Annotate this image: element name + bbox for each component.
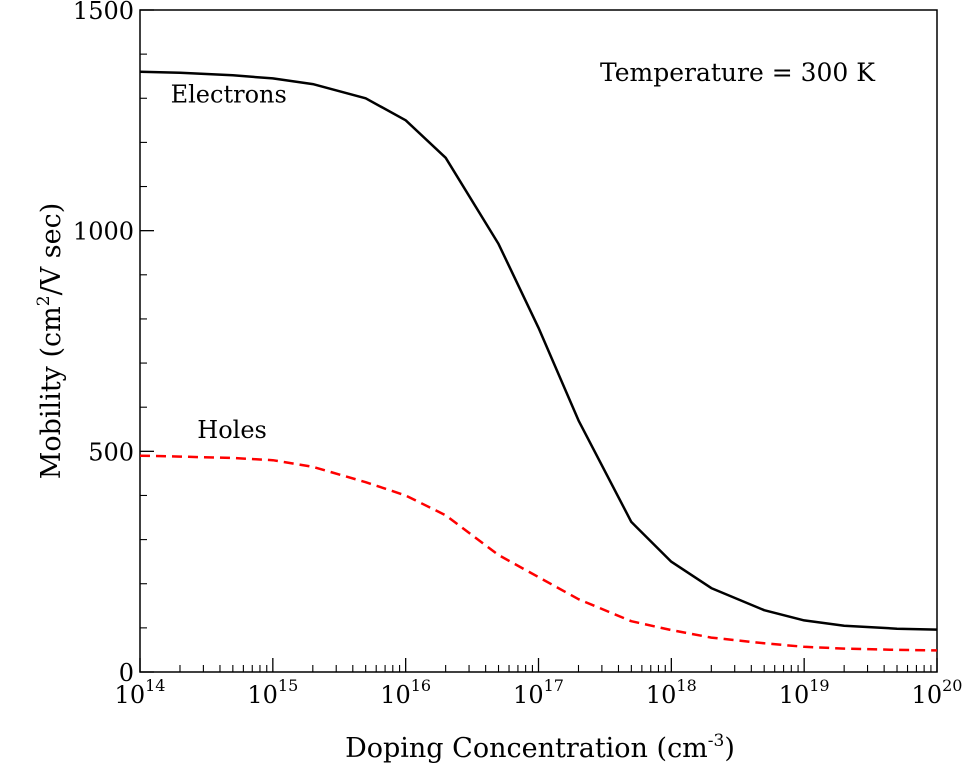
series-label-electrons: Electrons <box>171 81 287 109</box>
temperature-annotation: Temperature = 300 K <box>600 58 876 87</box>
y-axis-label: Mobility (cm2/V sec) <box>34 203 67 480</box>
series-label-holes: Holes <box>197 416 267 444</box>
series-line-electrons <box>139 70 938 631</box>
y-tick-label: 1000 <box>73 218 134 246</box>
x-tick-label: 1015 <box>247 676 298 709</box>
series-group: Electrons Holes <box>139 70 938 652</box>
chart-labels: Temperature = 300 K Doping Concentration… <box>34 58 876 764</box>
x-tick-label: 1019 <box>779 676 830 709</box>
series-line-holes <box>139 454 938 652</box>
axis-ticks: 1014 1015 1016 1017 1018 1019 1020 0 500 1000 1500 <box>73 0 963 709</box>
x-tick-label: 1014 <box>115 676 166 709</box>
x-axis-label: Doping Concentration (cm-3) <box>345 731 735 764</box>
x-tick-label: 1016 <box>380 676 431 709</box>
x-tick-label: 1017 <box>513 676 564 709</box>
y-tick-label: 0 <box>119 659 134 687</box>
y-tick-label: 1500 <box>73 0 134 25</box>
x-tick-label: 1020 <box>912 676 963 709</box>
y-tick-label: 500 <box>88 438 134 466</box>
plot-frame <box>139 9 938 673</box>
x-tick-label: 1018 <box>646 676 697 709</box>
